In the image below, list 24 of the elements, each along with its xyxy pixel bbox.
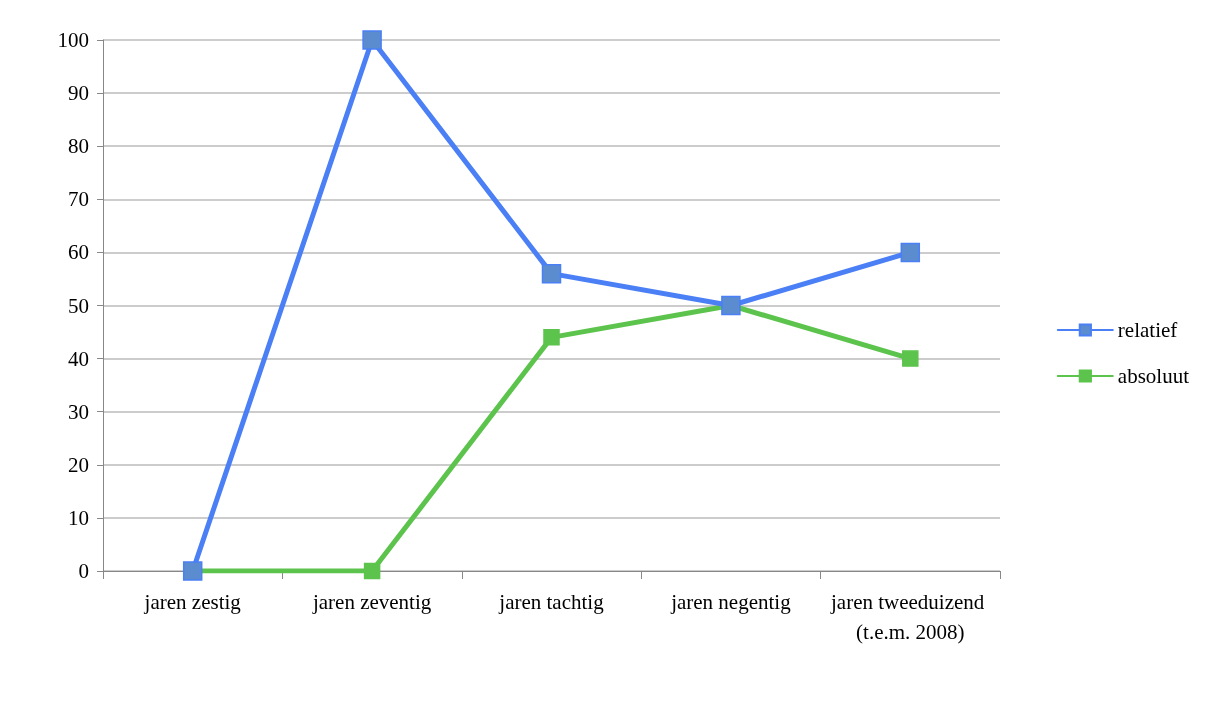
y-tick-label: 10 [68,505,89,530]
x-tick-label: jaren negentig [670,590,792,614]
x-tick-label: jaren tachtig [498,590,605,614]
point [543,329,560,346]
y-tick-label: 80 [68,134,89,159]
y-tick-label: 20 [68,452,89,477]
legend-label: absoluut [1117,364,1190,388]
y-tick-label: 30 [68,399,89,424]
y-tick-label: 100 [57,28,89,52]
point [900,242,921,263]
x-tick-label: jaren tweeduizend (t.e.m. 2008) [830,590,990,644]
y-tick-label: 60 [68,240,89,265]
point [363,562,381,580]
point [902,350,919,367]
point [541,263,562,284]
x-tick-label: jaren zestig [143,590,242,614]
y-tick-label: 50 [68,293,89,318]
y-tick-label: 40 [68,346,89,371]
y-tick-label: 90 [68,81,89,106]
y-tick-label: 0 [78,559,89,583]
point [362,30,382,50]
x-tick-label: jaren zeventig [311,590,432,614]
y-tick-label: 70 [68,187,89,212]
legend-label: relatief [1117,318,1178,342]
